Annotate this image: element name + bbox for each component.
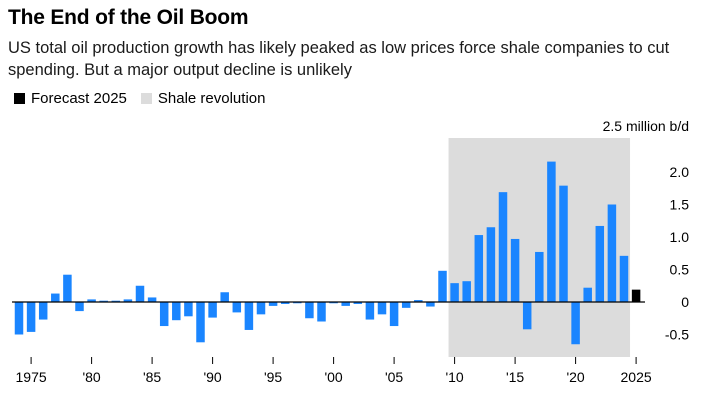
bar-1998 — [305, 302, 314, 319]
bar-1996 — [280, 302, 290, 304]
bar-2014 — [498, 192, 508, 302]
bar-2012 — [474, 235, 484, 302]
bar-1976 — [38, 302, 48, 320]
bar-1977 — [51, 293, 60, 302]
y-unit-label: 2.5 million b/d — [603, 118, 689, 134]
legend-item-shale: Shale revolution — [140, 90, 266, 107]
bar-2018 — [547, 161, 556, 302]
bar-2003 — [365, 302, 375, 320]
x-tick-label: '10 — [445, 369, 463, 385]
bar-2023 — [607, 204, 617, 302]
bar-1987 — [172, 302, 181, 321]
legend-label-shale: Shale revolution — [157, 90, 266, 107]
bar-1979 — [75, 302, 84, 312]
bar-2011 — [462, 281, 471, 302]
bar-1999 — [317, 302, 326, 322]
y-tick-label: -0.5 — [665, 327, 689, 343]
bar-1993 — [244, 302, 254, 330]
bar-1991 — [220, 292, 229, 302]
bar-2021 — [583, 287, 592, 302]
bar-2017 — [535, 251, 544, 302]
bar-2019 — [559, 185, 568, 302]
bar-2005 — [389, 302, 399, 327]
x-tick-label: '90 — [203, 369, 221, 385]
bar-1980 — [87, 299, 96, 302]
bar-1986 — [159, 302, 169, 327]
bar-1990 — [208, 302, 217, 318]
y-tick-label: 0 — [681, 294, 689, 310]
chart-subtitle: US total oil production growth has likel… — [8, 39, 670, 79]
x-tick-label: '05 — [385, 369, 403, 385]
bar-2015 — [510, 238, 520, 302]
bar-1975 — [26, 302, 36, 332]
bar-1982 — [111, 300, 121, 302]
x-tick-label: '15 — [506, 369, 524, 385]
x-tick-label: '20 — [566, 369, 584, 385]
bar-1984 — [135, 285, 145, 302]
bar-2002 — [353, 302, 363, 304]
bar-1995 — [268, 302, 278, 306]
chart-title: The End of the Oil Boom — [8, 6, 249, 29]
bar-2001 — [341, 302, 350, 306]
x-tick-label: '85 — [143, 369, 161, 385]
axis-layer: 2.0 1.5 1.0 0.5 0 -0.5 2.5 million b/d 1975 '80 '… — [12, 118, 689, 385]
legend-item-forecast: Forecast 2025 — [14, 90, 127, 107]
bar-1988 — [184, 302, 193, 317]
bar-2009 — [438, 270, 447, 302]
bar-2024 — [619, 255, 629, 302]
x-tick-label: '00 — [324, 369, 342, 385]
bar-2000 — [329, 302, 338, 304]
bar-1989 — [196, 302, 205, 343]
y-tick-label: 1.5 — [670, 197, 690, 213]
y-tick-label: 0.5 — [670, 262, 690, 278]
legend-swatch-shale — [140, 93, 152, 104]
bar-2006 — [401, 302, 411, 308]
y-tick-label: 1.0 — [670, 229, 690, 245]
y-tick-label: 2.0 — [670, 164, 690, 180]
bar-2004 — [377, 302, 387, 315]
bar-1994 — [256, 302, 266, 315]
bar-1983 — [123, 299, 133, 302]
x-tick-label: '80 — [82, 369, 100, 385]
bar-1985 — [147, 297, 157, 302]
x-tick-label: 1975 — [16, 369, 47, 385]
bar-layer — [14, 161, 641, 345]
legend-swatch-forecast — [14, 93, 25, 104]
bar-1978 — [63, 274, 72, 302]
bar-forecast-2025 — [631, 289, 641, 302]
legend-label-forecast: Forecast 2025 — [31, 90, 127, 107]
bar-1974 — [14, 302, 24, 335]
x-tick-label: 2025 — [621, 369, 652, 385]
bar-1997 — [293, 302, 302, 304]
bar-2022 — [595, 225, 605, 302]
bar-2007 — [414, 300, 423, 302]
bar-1981 — [99, 300, 108, 302]
bar-2008 — [426, 302, 435, 307]
bar-2016 — [522, 302, 532, 330]
bar-1992 — [232, 302, 242, 313]
bar-2013 — [486, 227, 496, 302]
legend: Forecast 2025 Shale revolution — [14, 90, 279, 107]
x-tick-label: '95 — [264, 369, 282, 385]
bar-2020 — [571, 302, 580, 345]
bar-2010 — [450, 283, 459, 302]
